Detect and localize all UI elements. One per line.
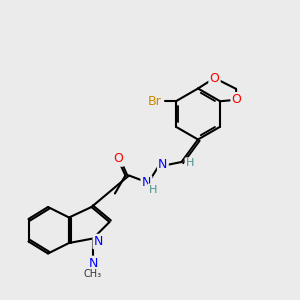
- Text: Br: Br: [147, 95, 161, 108]
- Text: O: O: [232, 93, 242, 106]
- Text: N: N: [142, 176, 151, 190]
- Text: CH₃: CH₃: [84, 268, 102, 279]
- Text: H: H: [149, 184, 157, 195]
- Text: N: N: [88, 257, 98, 270]
- Text: N: N: [158, 158, 168, 172]
- Text: N: N: [94, 235, 103, 248]
- Text: O: O: [210, 71, 219, 85]
- Text: H: H: [186, 158, 194, 169]
- Text: O: O: [113, 152, 123, 166]
